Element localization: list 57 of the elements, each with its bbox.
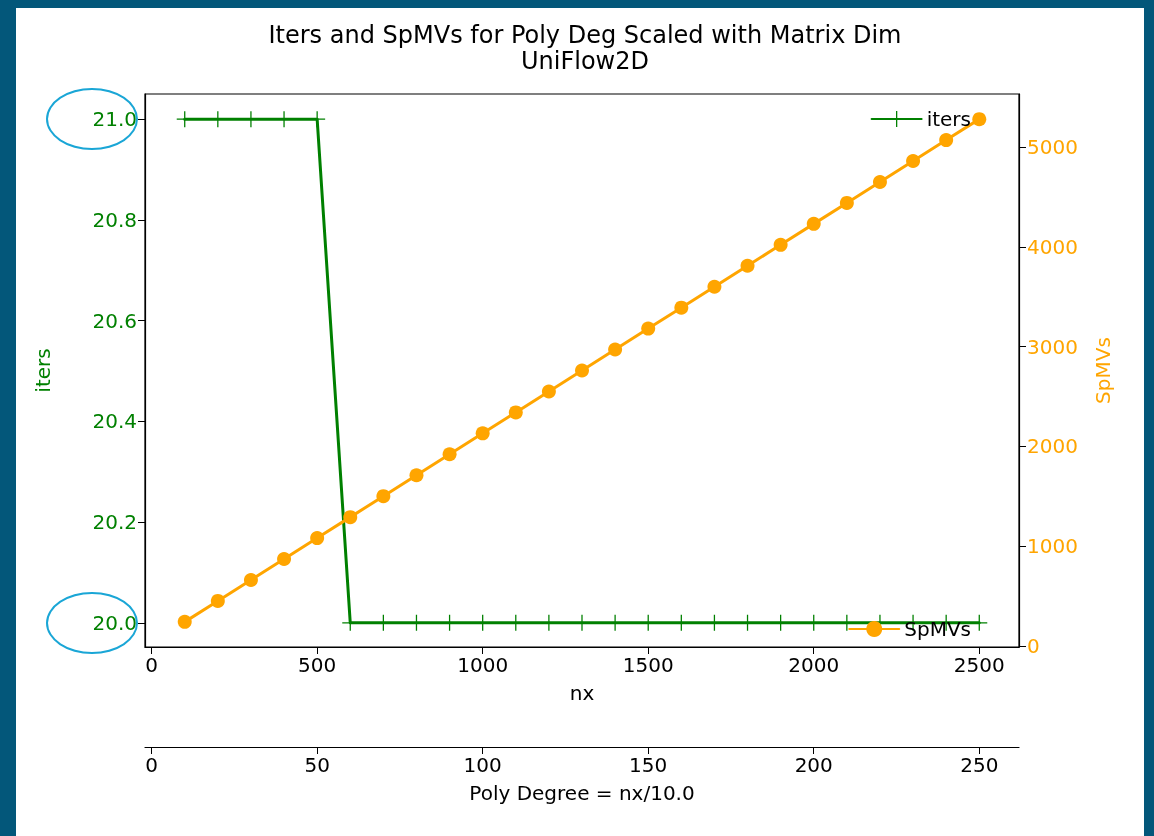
point [839, 195, 854, 210]
y-tick-label: 21.0 [92, 107, 137, 132]
point [872, 174, 887, 189]
x2-tick-label: 150 [629, 753, 668, 777]
point [972, 112, 987, 127]
y2-tick-label: 3000 [1027, 334, 1078, 359]
x2-tick-label: 50 [304, 753, 330, 777]
y-tick-label: 20.8 [92, 207, 137, 232]
y2-tick-label: 2000 [1027, 434, 1078, 459]
y-tick-label: 20.0 [92, 610, 137, 635]
y2-axis-title: SpMVs [1091, 337, 1115, 404]
point [906, 154, 921, 169]
point [608, 342, 623, 357]
x2-tick-label: 250 [960, 753, 999, 777]
x2-tick-label: 100 [463, 753, 502, 777]
point [343, 510, 358, 525]
point [177, 614, 192, 629]
y2-tick-label: 4000 [1027, 234, 1078, 259]
chart-title: Iters and SpMVs for Poly Deg Scaled with Matrix Dim [268, 21, 902, 49]
legend-label: iters [926, 107, 972, 131]
y-tick-label: 20.4 [92, 409, 137, 434]
point [641, 321, 656, 336]
y2-tick-label: 0 [1027, 633, 1040, 658]
point [409, 468, 424, 483]
y2-tick-label: 1000 [1027, 534, 1078, 559]
point [243, 572, 258, 587]
point [277, 552, 292, 567]
point [806, 216, 821, 231]
point [707, 279, 722, 294]
x-tick-label: 1500 [622, 653, 674, 677]
point [442, 447, 457, 462]
x2-tick-label: 200 [794, 753, 833, 777]
x-tick-label: 2500 [953, 653, 1005, 677]
point [939, 133, 954, 148]
y-axis-title: iters [31, 348, 55, 393]
point [475, 426, 490, 441]
x2-axis-title: Poly Degree = nx/10.0 [469, 781, 695, 805]
y-tick-label: 20.6 [92, 308, 137, 333]
x-axis-title: nx [569, 681, 595, 705]
point [310, 531, 325, 546]
point [575, 363, 589, 378]
point [541, 384, 556, 399]
legend-label: SpMVs [904, 617, 971, 641]
x-tick-label: 0 [145, 653, 158, 677]
x-tick-label: 500 [298, 653, 337, 677]
point [210, 593, 225, 608]
point [674, 300, 689, 315]
point [508, 405, 523, 420]
y-tick-label: 20.2 [92, 510, 137, 535]
point [740, 258, 755, 273]
x2-tick-label: 0 [145, 753, 158, 777]
point [773, 237, 788, 252]
point [376, 489, 391, 504]
x-tick-label: 1000 [457, 653, 509, 677]
y2-tick-label: 5000 [1027, 135, 1078, 160]
x-tick-label: 2000 [788, 653, 840, 677]
chart-subtitle: UniFlow2D [521, 47, 649, 75]
